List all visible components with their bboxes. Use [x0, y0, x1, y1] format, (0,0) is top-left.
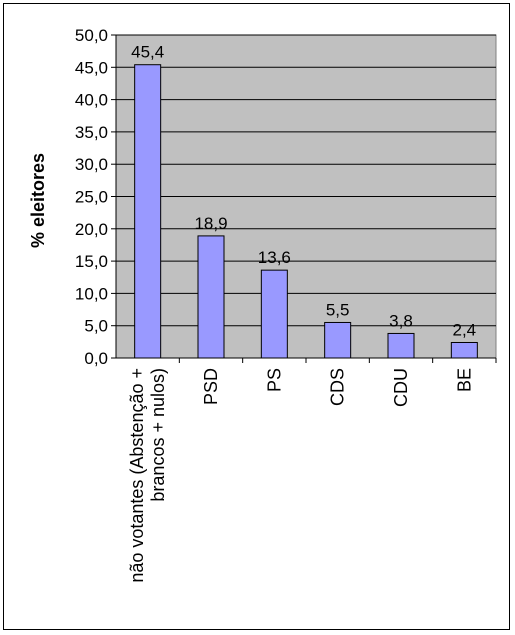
data-label: 45,4	[131, 43, 164, 62]
gridlines	[116, 34, 496, 327]
x-tick-label: CDS	[328, 368, 348, 406]
data-label: 3,8	[389, 311, 413, 330]
data-label: 13,6	[258, 248, 291, 267]
y-axis-title: % eleitores	[28, 153, 48, 248]
y-tick-label: 10,0	[75, 284, 108, 303]
y-tick-label: 20,0	[75, 220, 108, 239]
bar	[134, 64, 162, 359]
x-tick-label: brancos + nulos)	[148, 368, 168, 502]
x-tick-label: PSD	[201, 368, 221, 405]
y-tick-label: 25,0	[75, 188, 108, 207]
bar	[324, 321, 352, 359]
x-tick-label: CDU	[391, 368, 411, 407]
y-tick-label: 0,0	[84, 349, 108, 368]
bar	[260, 269, 288, 359]
y-axis: 0,0 5,0 10,0 15,0 20,0 25,0 30,0 35,0 40,0 45,0 50…	[75, 26, 117, 368]
y-tick-label: 50,0	[75, 26, 108, 45]
x-tick-label: PS	[264, 368, 284, 392]
y-tick-label: 30,0	[75, 155, 108, 174]
bar	[197, 235, 225, 359]
y-tick-label: 45,0	[75, 58, 108, 77]
bar	[450, 341, 478, 359]
data-label: 5,5	[326, 300, 350, 319]
x-tick-label: BE	[454, 368, 474, 392]
y-tick-label: 5,0	[84, 317, 108, 336]
x-axis: não votantes (Abstenção + brancos + nulos…	[116, 357, 497, 583]
x-tick-label: não votantes (Abstenção +	[127, 368, 147, 583]
data-label: 18,9	[194, 214, 227, 233]
data-label: 2,4	[453, 320, 477, 339]
y-tick-label: 15,0	[75, 252, 108, 271]
bar	[387, 332, 415, 359]
y-tick-label: 35,0	[75, 123, 108, 142]
y-tick-label: 40,0	[75, 91, 108, 110]
